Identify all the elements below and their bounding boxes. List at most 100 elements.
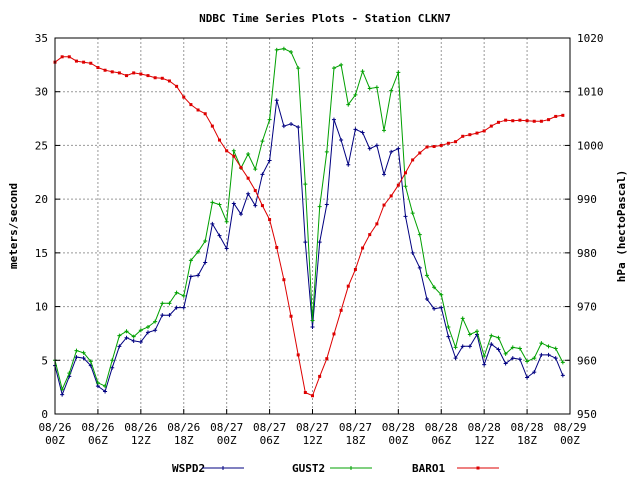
x-tick-label-hour: 00Z — [217, 434, 237, 447]
data-point — [346, 162, 351, 167]
data-point — [317, 204, 322, 209]
data-point — [396, 146, 401, 151]
data-point — [532, 119, 536, 123]
data-point — [139, 72, 143, 76]
data-point — [203, 239, 208, 244]
y-tick-label-left: 35 — [35, 32, 48, 45]
data-point — [210, 124, 214, 128]
data-point — [453, 356, 458, 361]
data-point — [539, 341, 544, 346]
data-point — [560, 360, 565, 365]
legend-marker — [221, 466, 225, 470]
data-point — [289, 121, 294, 126]
legend-label-wspd2: WSPD2 — [172, 462, 205, 475]
data-point — [303, 240, 308, 245]
data-point — [547, 118, 551, 122]
data-point — [188, 274, 193, 279]
data-point — [239, 165, 243, 169]
data-point — [510, 345, 515, 350]
data-point — [81, 356, 86, 361]
data-point — [224, 246, 229, 251]
data-point — [303, 182, 308, 187]
data-point — [446, 334, 451, 339]
data-point — [267, 117, 272, 122]
data-point — [489, 333, 494, 338]
data-point — [131, 334, 136, 339]
data-point — [475, 131, 479, 135]
data-point — [95, 380, 100, 385]
y-tick-label-left: 5 — [41, 354, 48, 367]
data-point — [60, 55, 64, 59]
data-point — [224, 219, 229, 224]
data-point — [353, 268, 357, 272]
chart-title: NDBC Time Series Plots - Station CLKN7 — [199, 12, 451, 25]
data-point — [146, 74, 150, 78]
x-tick-label-date: 08/28 — [382, 421, 415, 434]
data-point — [468, 133, 472, 137]
y-axis-label-right: hPa (hectoPascal) — [615, 170, 628, 283]
data-point — [517, 357, 522, 362]
data-point — [268, 218, 272, 222]
data-point — [260, 204, 264, 208]
data-point — [510, 356, 515, 361]
data-point — [110, 358, 115, 363]
x-tick-label-hour: 18Z — [174, 434, 194, 447]
x-tick-label-date: 08/28 — [425, 421, 458, 434]
data-point — [174, 290, 179, 295]
data-point — [424, 273, 429, 278]
data-point — [461, 134, 465, 138]
data-point — [560, 373, 565, 378]
tick-group: 0 950 5 960 10 970 15 980 20 990 25 1000 30 1010 35 102… — [35, 32, 604, 447]
data-point — [368, 233, 372, 237]
data-point — [324, 202, 329, 207]
data-point — [532, 370, 537, 375]
data-point — [217, 233, 222, 238]
y-axis-label-left: meters/second — [7, 183, 20, 269]
data-point — [331, 66, 336, 71]
data-point — [346, 102, 351, 107]
data-point — [389, 149, 394, 154]
data-point — [138, 328, 143, 333]
series-wspd2 — [53, 98, 565, 397]
data-point — [561, 113, 565, 117]
legend-marker — [349, 466, 353, 470]
x-tick-label-hour: 00Z — [45, 434, 65, 447]
data-point — [532, 356, 537, 361]
data-point — [367, 146, 372, 151]
y-tick-label-right: 990 — [577, 193, 597, 206]
data-point — [310, 318, 315, 323]
y-tick-label-right: 970 — [577, 301, 597, 314]
data-point — [546, 344, 551, 349]
data-point — [132, 71, 136, 75]
data-point — [424, 297, 429, 302]
x-tick-label-date: 08/26 — [124, 421, 157, 434]
data-point — [225, 149, 229, 153]
data-point — [196, 108, 200, 112]
data-point — [325, 357, 329, 361]
data-point — [153, 319, 158, 324]
data-point — [496, 335, 501, 340]
data-point — [546, 352, 551, 357]
data-point — [246, 191, 251, 196]
data-point — [511, 119, 515, 123]
data-point — [246, 152, 251, 157]
data-point — [260, 172, 265, 177]
data-point — [418, 151, 422, 155]
data-point — [360, 130, 365, 135]
x-tick-label-hour: 06Z — [260, 434, 280, 447]
data-point — [467, 332, 472, 337]
data-point — [346, 284, 350, 288]
data-point — [267, 158, 272, 163]
data-point — [145, 330, 150, 335]
data-point — [131, 338, 136, 343]
y-tick-label-right: 1000 — [577, 139, 604, 152]
x-tick-label-hour: 18Z — [345, 434, 365, 447]
data-point — [360, 69, 365, 74]
data-point — [374, 85, 379, 90]
series-gust2 — [53, 46, 565, 392]
data-point — [74, 355, 79, 360]
x-tick-label-date: 08/28 — [468, 421, 501, 434]
x-tick-label-hour: 12Z — [474, 434, 494, 447]
data-point — [167, 301, 172, 306]
